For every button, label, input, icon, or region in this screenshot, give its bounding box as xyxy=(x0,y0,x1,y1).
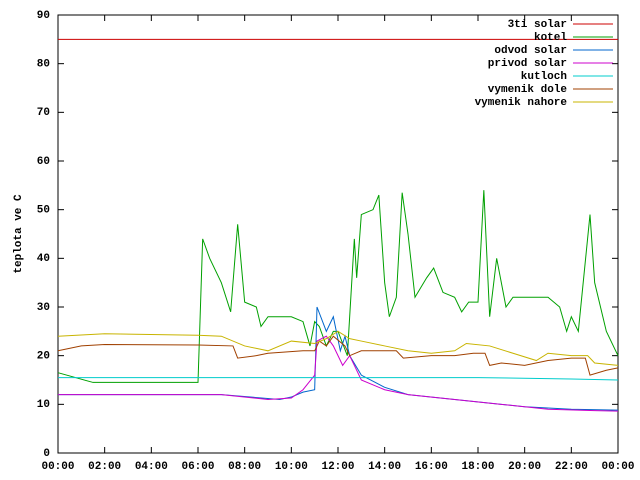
x-tick-label: 02:00 xyxy=(88,461,121,473)
y-tick-label: 50 xyxy=(37,205,50,217)
y-tick-label: 70 xyxy=(37,107,50,119)
legend-label: kotel xyxy=(534,32,567,44)
x-tick-label: 04:00 xyxy=(135,461,168,473)
series-line xyxy=(58,335,619,412)
y-tick-label: 20 xyxy=(37,351,50,363)
y-tick-label: 40 xyxy=(37,253,50,265)
x-tick-label: 16:00 xyxy=(415,461,448,473)
y-tick-label: 90 xyxy=(37,10,50,22)
y-tick-label: 80 xyxy=(37,59,50,71)
series-line xyxy=(57,330,619,366)
y-tick-label: 0 xyxy=(43,448,50,460)
x-tick-label: 22:00 xyxy=(555,461,588,473)
x-tick-label: 18:00 xyxy=(461,461,494,473)
legend-label: kutloch xyxy=(521,71,567,83)
series-line xyxy=(57,190,619,383)
x-tick-label: 12:00 xyxy=(321,461,354,473)
y-tick-label: 30 xyxy=(37,302,50,314)
x-tick-label: 08:00 xyxy=(228,461,261,473)
series-line xyxy=(57,335,619,376)
legend-label: 3ti solar xyxy=(508,19,567,31)
x-tick-label: 06:00 xyxy=(181,461,214,473)
x-tick-label: 20:00 xyxy=(508,461,541,473)
y-tick-label: 60 xyxy=(37,156,50,168)
x-tick-label: 00:00 xyxy=(41,461,74,473)
y-axis-label: teplota ve C xyxy=(13,194,25,274)
legend-label: privod solar xyxy=(488,58,567,70)
series-line xyxy=(58,377,619,381)
legend-label: vymenik dole xyxy=(488,84,568,96)
x-tick-label: 00:00 xyxy=(601,461,634,473)
x-tick-label: 10:00 xyxy=(275,461,308,473)
x-tick-label: 14:00 xyxy=(368,461,401,473)
y-tick-label: 10 xyxy=(37,399,50,411)
legend-label: odvod solar xyxy=(494,45,567,57)
legend-label: vymenik nahore xyxy=(475,97,568,109)
